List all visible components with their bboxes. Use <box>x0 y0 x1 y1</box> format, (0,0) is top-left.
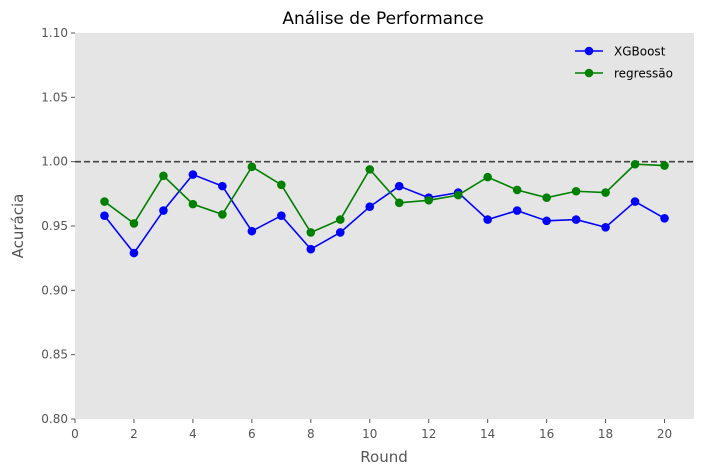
series-1-line <box>103 173 665 255</box>
series-1-point <box>247 226 257 236</box>
series-1-point <box>129 248 139 258</box>
series-2-point <box>100 197 109 206</box>
series-2-point <box>453 190 463 200</box>
series-2-point <box>306 228 316 237</box>
x-tick-label: 16 <box>539 427 554 441</box>
legend-marker <box>584 46 594 56</box>
series-1-point <box>277 211 286 221</box>
series-1-point <box>512 206 522 215</box>
x-tick-label: 2 <box>130 427 138 441</box>
series-2 <box>100 159 669 237</box>
series-2-point <box>601 188 610 197</box>
y-tick-label: 0.80 <box>41 412 68 426</box>
series-2-point <box>512 185 522 195</box>
legend: XGBoost regressão <box>575 45 673 81</box>
series-2-point <box>159 171 168 181</box>
y-axis-label: Acurácia <box>9 194 27 259</box>
x-tick-label: 0 <box>71 427 79 441</box>
series-2-point <box>571 186 581 196</box>
y-tick-label: 1.05 <box>41 90 68 104</box>
legend-label: regressão <box>614 67 673 81</box>
series-1-point <box>394 181 404 191</box>
x-tick-label: 20 <box>657 427 672 441</box>
y-tick-label: 1.00 <box>41 155 68 169</box>
series-2-point <box>630 159 640 169</box>
series-2-point <box>483 172 492 182</box>
legend-label: XGBoost <box>614 45 666 59</box>
series-2-point <box>218 210 227 219</box>
x-tick-label: 18 <box>598 427 613 441</box>
x-tick-label: 10 <box>362 427 377 441</box>
series-1-point <box>218 181 227 191</box>
y-tick-label: 0.85 <box>41 348 68 362</box>
chart-title: Análise de Performance <box>282 9 483 29</box>
series-2-point <box>335 215 345 224</box>
series-2-point <box>247 162 257 172</box>
y-tick-label: 1.10 <box>41 26 68 40</box>
series-1-point <box>542 216 551 226</box>
legend-marker <box>584 68 594 78</box>
series-1-point <box>159 206 168 215</box>
x-tick-label: 12 <box>421 427 436 441</box>
series-1-point <box>601 222 610 232</box>
series-2-point <box>660 161 669 170</box>
series-1-point <box>306 244 316 254</box>
series-2-point <box>542 193 551 202</box>
series-1-point <box>630 197 640 206</box>
x-tick-label: 6 <box>248 427 256 441</box>
series-1-point <box>660 213 669 223</box>
series-1-point <box>188 170 198 179</box>
series-1-point <box>365 202 375 211</box>
x-tick-label: 8 <box>307 427 315 441</box>
y-tick-label: 0.95 <box>41 219 68 233</box>
series-1-point <box>571 215 581 224</box>
series-2-point <box>188 199 198 209</box>
y-tick-label: 0.90 <box>41 283 68 297</box>
series-1-point <box>335 228 345 237</box>
series-2-point <box>129 219 139 228</box>
series-2-point <box>394 198 404 208</box>
x-axis-label: Round <box>360 448 407 466</box>
plot-area <box>75 33 694 419</box>
series-2-point <box>365 165 375 174</box>
series-2-point <box>277 180 286 190</box>
x-tick-label: 14 <box>480 427 495 441</box>
series-2-point <box>424 195 434 205</box>
series-2-line <box>104 163 665 234</box>
series-1-point <box>483 215 492 224</box>
series-1-point <box>100 211 109 221</box>
x-tick-label: 4 <box>189 427 197 441</box>
